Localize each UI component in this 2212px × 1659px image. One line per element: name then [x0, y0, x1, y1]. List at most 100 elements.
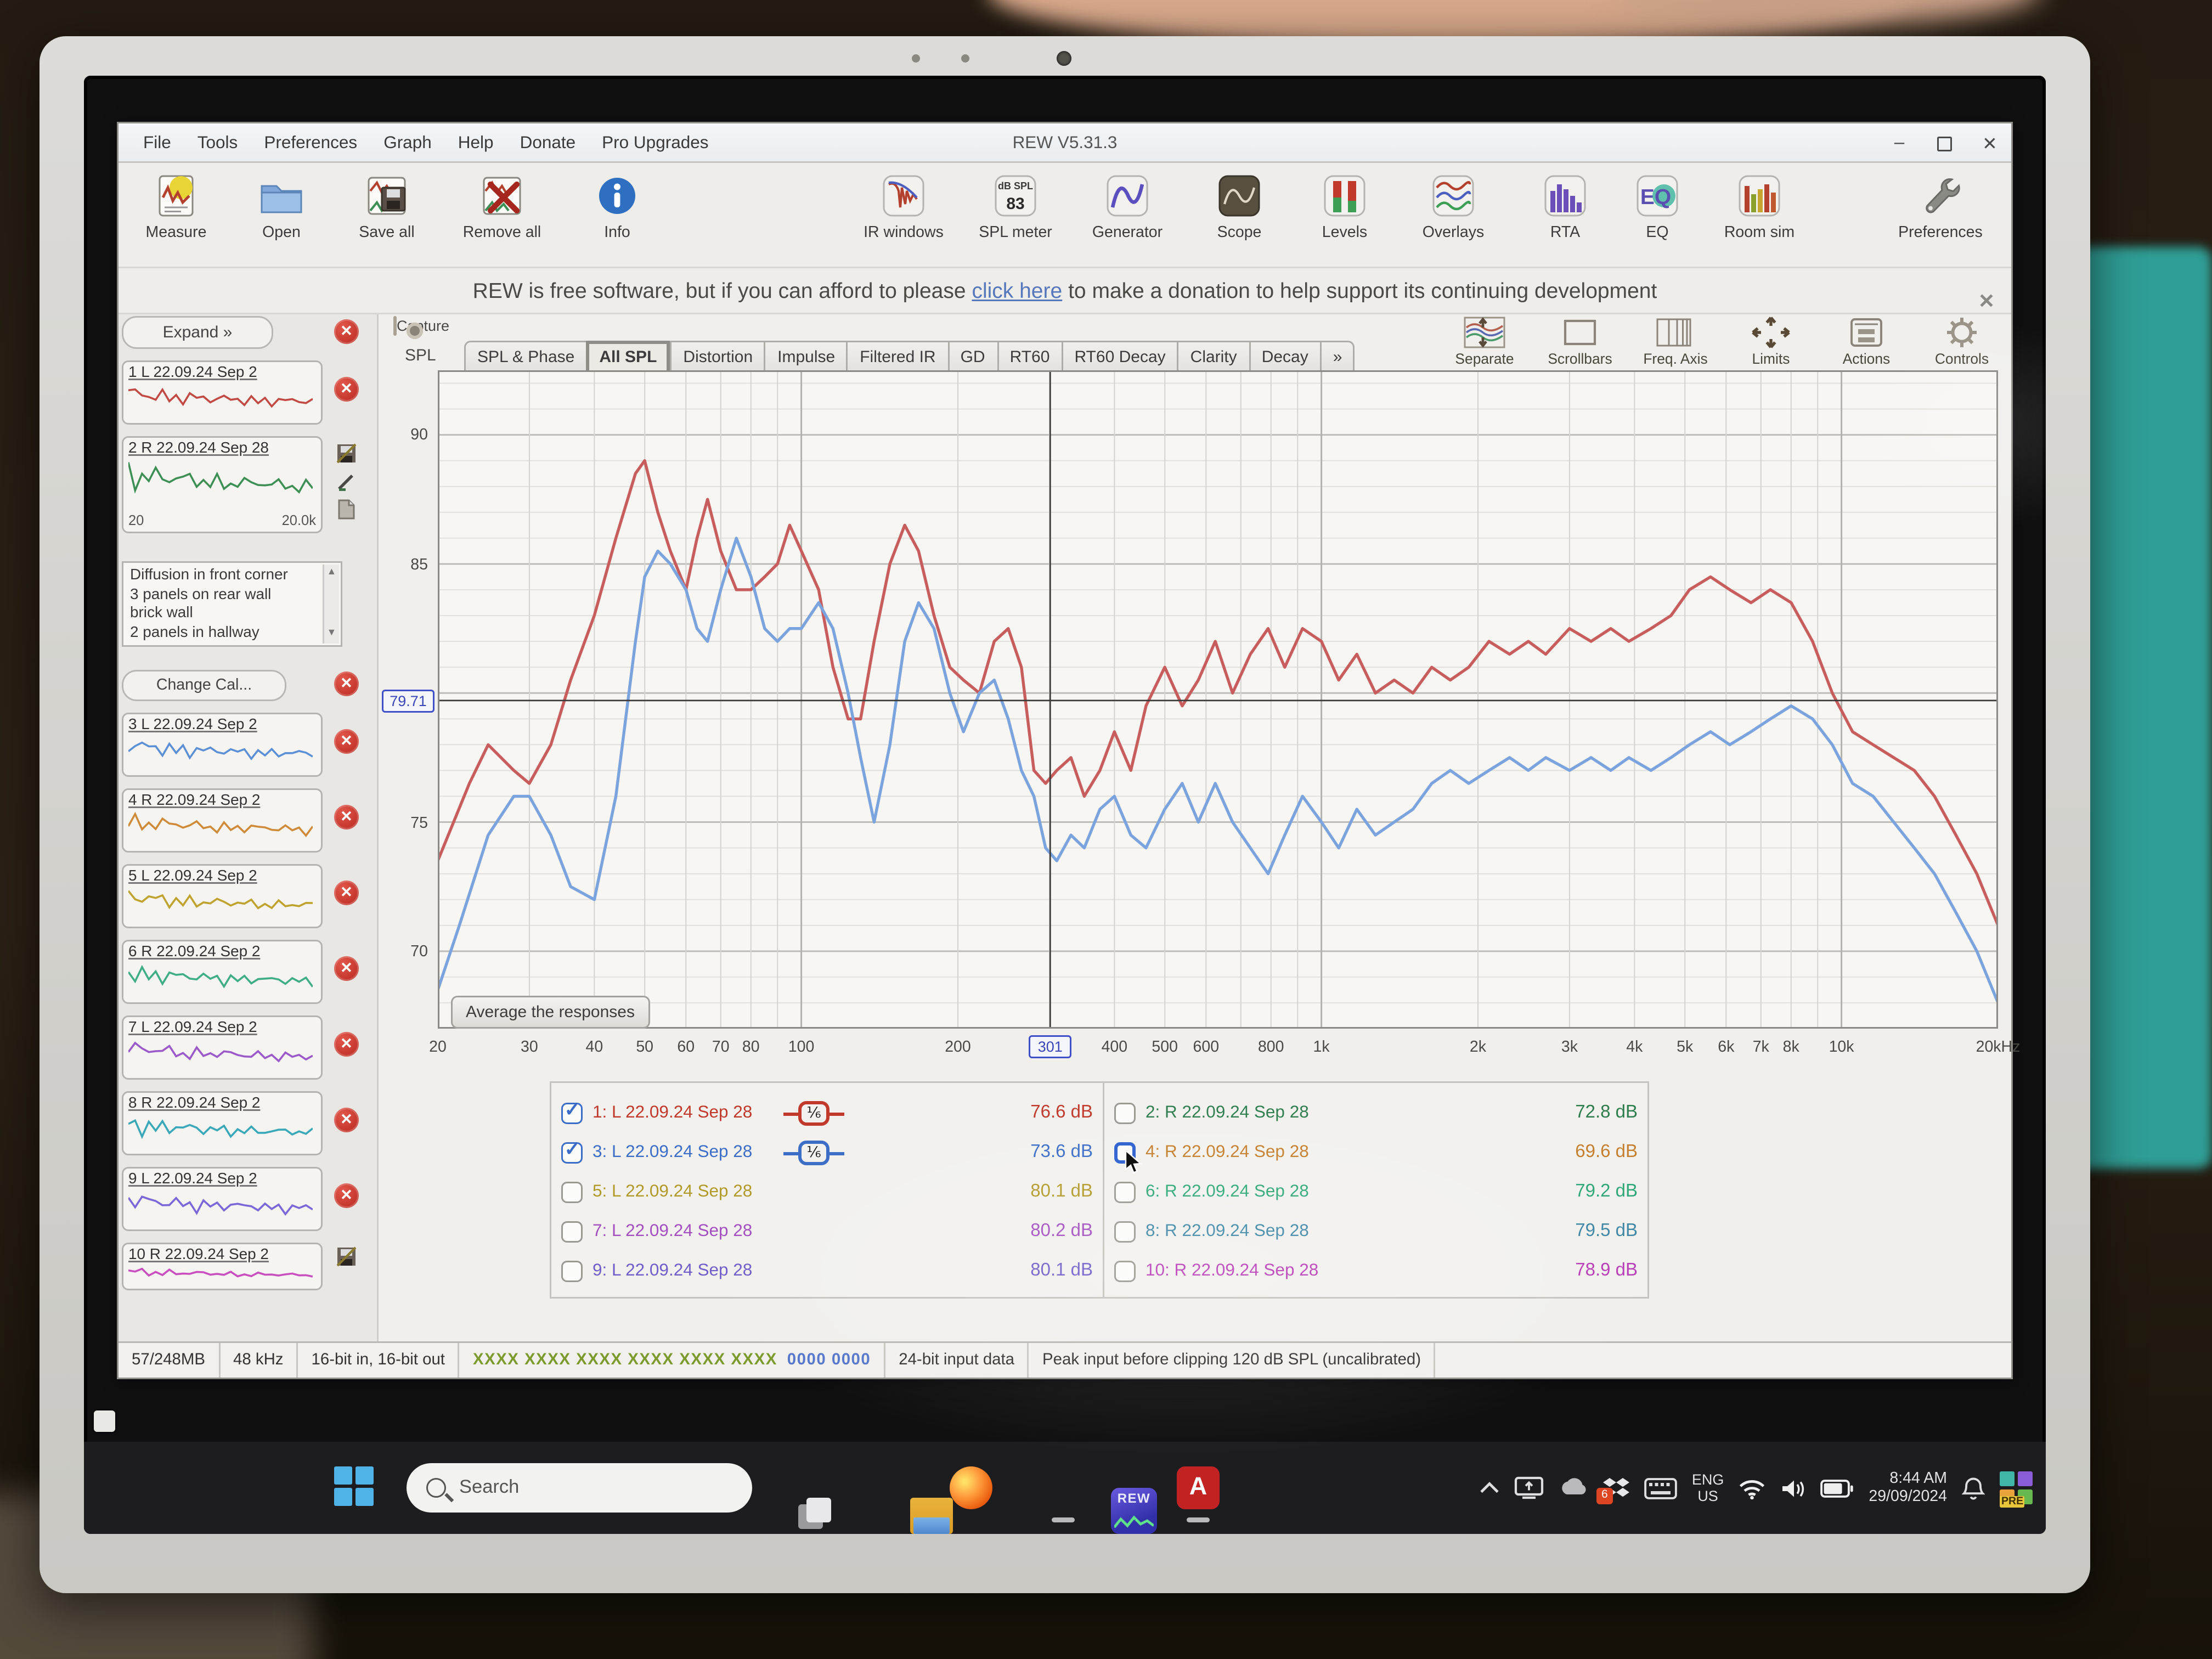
delete-measurement-icon[interactable]: ✕ — [334, 1108, 359, 1132]
tray-chevron-icon[interactable] — [1480, 1481, 1499, 1494]
minimize-button[interactable]: – — [1894, 133, 1905, 153]
limits-button[interactable]: Limits — [1728, 314, 1814, 367]
info-button[interactable]: Info — [569, 170, 665, 242]
open-button[interactable]: Open — [234, 170, 329, 242]
tab-all-spl[interactable]: All SPL — [586, 341, 670, 374]
levels-button[interactable]: Levels — [1297, 170, 1392, 242]
notes-icon[interactable] — [336, 499, 357, 520]
scroll-up-icon[interactable]: ▲ — [326, 568, 337, 578]
legend-checkbox[interactable] — [1114, 1141, 1136, 1163]
spl-chart[interactable] — [438, 370, 1998, 1029]
delete-measurement-icon[interactable]: ✕ — [334, 319, 359, 344]
tab-decay[interactable]: Decay — [1248, 341, 1320, 374]
scroll-down-icon[interactable]: ▼ — [326, 628, 337, 638]
change-cal-button[interactable]: Change Cal... — [122, 670, 286, 701]
measurement-item[interactable]: 10 R 22.09.24 Sep 2 — [122, 1243, 323, 1290]
measurement-notes[interactable]: Diffusion in front corner 3 panels on rea… — [122, 561, 342, 647]
expand-button[interactable]: Expand » — [122, 316, 273, 349]
legend-checkbox[interactable] — [561, 1260, 583, 1282]
donation-link[interactable]: click here — [972, 278, 1063, 303]
measurement-item[interactable]: 3 L 22.09.24 Sep 2 — [122, 713, 323, 777]
legend-checkbox[interactable] — [561, 1138, 583, 1163]
menu-donate[interactable]: Donate — [520, 133, 576, 153]
delete-measurement-icon[interactable]: ✕ — [334, 956, 359, 981]
save-measurement-icon[interactable] — [336, 443, 357, 464]
legend-checkbox[interactable] — [1114, 1220, 1136, 1242]
menu-help[interactable]: Help — [458, 133, 494, 153]
menu-file[interactable]: File — [143, 133, 171, 153]
cast-screen-icon[interactable] — [1514, 1476, 1544, 1499]
desktop-shortcut-icon[interactable] — [94, 1410, 115, 1432]
overlays-button[interactable]: Overlays — [1406, 170, 1501, 242]
measurement-item[interactable]: 7 L 22.09.24 Sep 2 — [122, 1015, 323, 1080]
tab-more-chevron[interactable]: » — [1319, 341, 1356, 374]
tab-rt60[interactable]: RT60 — [996, 341, 1062, 374]
delete-measurement-icon[interactable]: ✕ — [334, 377, 359, 402]
legend-checkbox[interactable] — [561, 1181, 583, 1203]
legend-checkbox[interactable] — [1114, 1260, 1136, 1282]
notification-bell-icon[interactable] — [1962, 1476, 1985, 1500]
measurement-item-selected[interactable]: 2 R 22.09.24 Sep 28 20 20.0k — [122, 436, 323, 533]
tab-distortion[interactable]: Distortion — [670, 341, 765, 374]
tab-rt60-decay[interactable]: RT60 Decay — [1061, 341, 1177, 374]
ir-windows-button[interactable]: IR windows — [856, 170, 951, 242]
touch-keyboard-icon[interactable] — [1644, 1477, 1677, 1499]
delete-measurement-icon[interactable]: ✕ — [334, 805, 359, 830]
tab-clarity[interactable]: Clarity — [1177, 341, 1249, 374]
delete-measurement-icon[interactable]: ✕ — [334, 672, 359, 696]
legend-checkbox[interactable] — [561, 1220, 583, 1242]
onedrive-cloud-icon[interactable] — [1559, 1478, 1588, 1498]
tab-gd[interactable]: GD — [947, 341, 997, 374]
scrollbars-button[interactable]: Scrollbars — [1537, 314, 1623, 367]
clock[interactable]: 8:44 AM 29/09/2024 — [1869, 1470, 1947, 1506]
tab-impulse[interactable]: Impulse — [764, 341, 847, 374]
measurement-item[interactable]: 5 L 22.09.24 Sep 2 — [122, 864, 323, 928]
tab-spl-phase[interactable]: SPL & Phase — [464, 341, 586, 374]
edit-measurement-icon[interactable] — [336, 471, 357, 492]
rta-button[interactable]: RTA — [1517, 170, 1613, 242]
wifi-icon[interactable] — [1739, 1477, 1767, 1499]
search-input[interactable]: Search — [407, 1463, 752, 1513]
windows-insider-icon[interactable]: PRE — [2000, 1471, 2033, 1508]
capture-button[interactable]: Capture — [385, 316, 458, 336]
preferences-button[interactable]: Preferences — [1883, 170, 1998, 242]
start-button[interactable] — [334, 1466, 377, 1509]
generator-button[interactable]: Generator — [1080, 170, 1175, 242]
measurement-item[interactable]: 4 R 22.09.24 Sep 2 — [122, 788, 323, 853]
legend-checkbox[interactable] — [561, 1099, 583, 1124]
measurement-item[interactable]: 8 R 22.09.24 Sep 2 — [122, 1091, 323, 1155]
firefox-button[interactable] — [950, 1466, 992, 1509]
measure-button[interactable]: Measure — [128, 170, 224, 242]
remove-all-button[interactable]: Remove all — [454, 170, 550, 242]
menu-graph[interactable]: Graph — [383, 133, 432, 153]
average-responses-button[interactable]: Average the responses — [451, 996, 650, 1029]
room-sim-button[interactable]: Room sim — [1712, 170, 1807, 242]
save-measurement-icon[interactable] — [336, 1246, 357, 1267]
measurement-item[interactable]: 9 L 22.09.24 Sep 2 — [122, 1167, 323, 1231]
legend-checkbox[interactable] — [1114, 1102, 1136, 1124]
separate-button[interactable]: Separate — [1442, 314, 1527, 367]
measurement-item[interactable]: 1 L 22.09.24 Sep 2 — [122, 360, 323, 425]
file-explorer-button[interactable] — [910, 1498, 953, 1534]
freq-axis-button[interactable]: Freq. Axis — [1633, 314, 1718, 367]
save-all-button[interactable]: Save all — [339, 170, 435, 242]
actions-button[interactable]: Actions — [1824, 314, 1909, 367]
dropbox-icon[interactable]: 6 — [1596, 1476, 1629, 1504]
legend-checkbox[interactable] — [1114, 1181, 1136, 1203]
close-button[interactable]: ✕ — [1982, 134, 1997, 154]
language-indicator[interactable]: ENG US — [1691, 1471, 1724, 1504]
delete-measurement-icon[interactable]: ✕ — [334, 729, 359, 754]
eq-button[interactable]: EQ EQ — [1610, 170, 1705, 242]
menu-preferences[interactable]: Preferences — [264, 133, 358, 153]
tab-filtered-ir[interactable]: Filtered IR — [847, 341, 947, 374]
measurement-item[interactable]: 6 R 22.09.24 Sep 2 — [122, 940, 323, 1004]
task-view-button[interactable] — [795, 1494, 834, 1534]
acrobat-button[interactable]: A — [1177, 1466, 1220, 1509]
menu-tools[interactable]: Tools — [197, 133, 238, 153]
rew-app-button[interactable]: REW — [1111, 1488, 1157, 1534]
notes-scrollbar[interactable]: ▲ ▼ — [323, 565, 339, 644]
banner-close-icon[interactable]: ✕ — [1978, 290, 1995, 313]
delete-measurement-icon[interactable]: ✕ — [334, 1032, 359, 1057]
controls-button[interactable]: Controls — [1919, 314, 2005, 367]
delete-measurement-icon[interactable]: ✕ — [334, 1183, 359, 1208]
